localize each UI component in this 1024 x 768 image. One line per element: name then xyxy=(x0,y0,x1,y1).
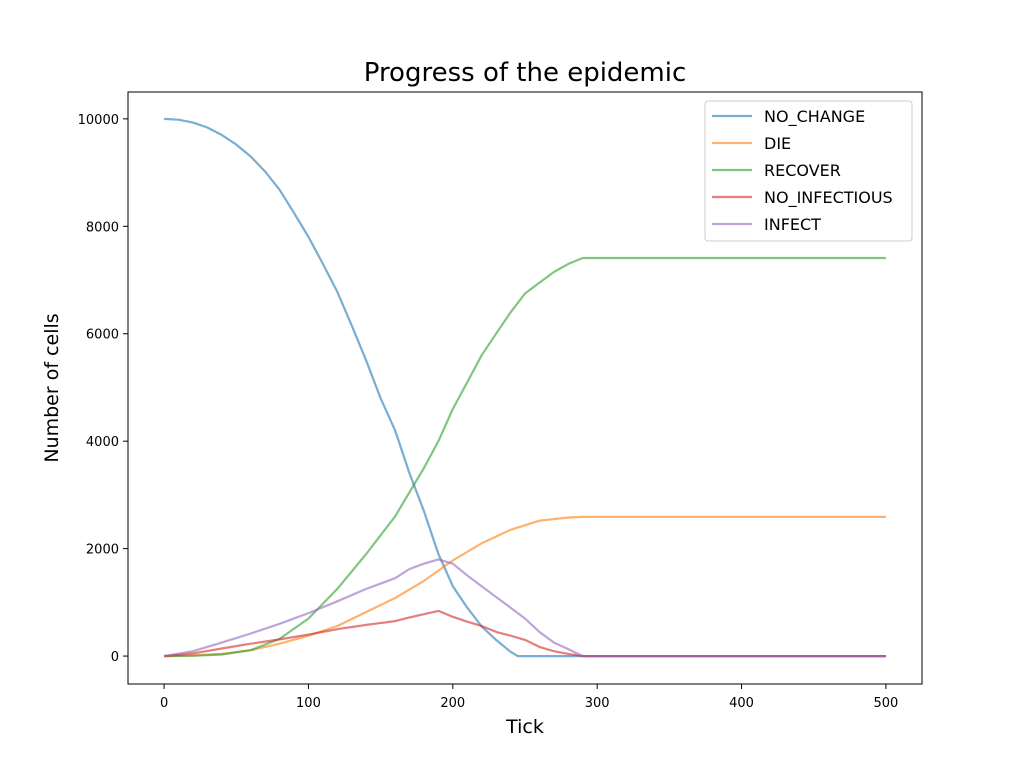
y-tick-label: 4000 xyxy=(86,435,119,450)
legend: NO_CHANGE DIE RECOVER NO_INFECTIOUS INFECT xyxy=(704,100,913,242)
x-tick-label: 500 xyxy=(873,696,898,711)
y-tick-label: 0 xyxy=(111,650,119,665)
x-axis-label: Tick xyxy=(505,716,544,738)
legend-label: INFECT xyxy=(764,215,821,234)
x-tick-label: 400 xyxy=(729,696,754,711)
legend-label: RECOVER xyxy=(764,161,841,180)
y-axis-label: Number of cells xyxy=(41,313,63,462)
y-tick-label: 2000 xyxy=(86,543,119,558)
y-axis: 0 2000 4000 6000 8000 10000 xyxy=(78,113,128,665)
plot-area-frame xyxy=(127,91,923,685)
legend-label: DIE xyxy=(764,134,791,153)
legend-label: NO_INFECTIOUS xyxy=(764,188,893,208)
series-line-infect xyxy=(163,558,886,658)
x-tick-label: 200 xyxy=(440,696,465,711)
x-tick-label: 300 xyxy=(585,696,610,711)
series-line-no-infectious xyxy=(163,609,886,658)
y-tick-label: 8000 xyxy=(86,220,119,235)
y-tick-label: 6000 xyxy=(86,328,119,343)
series-line-die xyxy=(164,515,886,658)
legend-box xyxy=(704,100,913,242)
legend-label: NO_CHANGE xyxy=(764,107,865,127)
y-tick-label: 10000 xyxy=(78,113,119,128)
x-tick-label: 100 xyxy=(296,696,321,711)
chart-title: Progress of the epidemic xyxy=(364,58,687,88)
x-tick-label: 0 xyxy=(160,696,168,711)
series-line-recover xyxy=(164,256,886,658)
x-axis: 0 100 200 300 400 500 xyxy=(160,684,898,711)
series-line-no-change xyxy=(164,117,886,658)
plot-lines xyxy=(163,117,886,658)
